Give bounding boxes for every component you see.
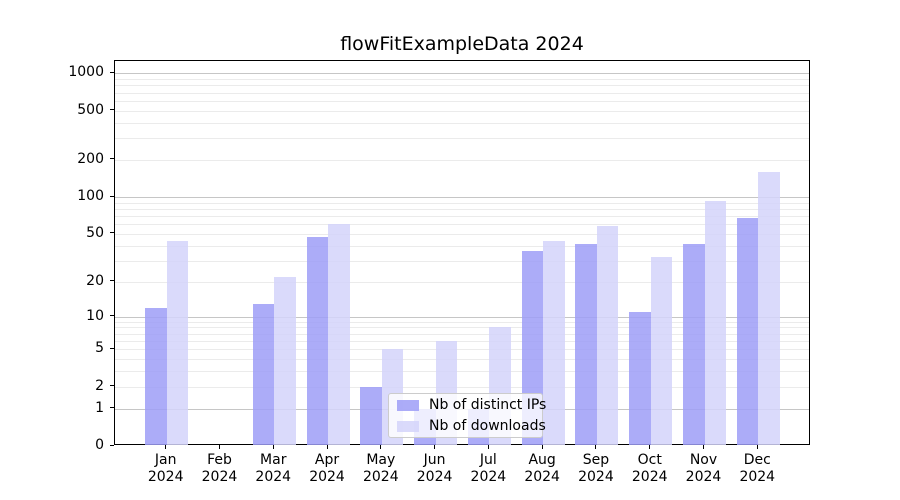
y-tick-label: 1 — [95, 399, 104, 416]
x-tick-mark — [380, 445, 382, 449]
gridline-minor — [115, 110, 809, 112]
bar-ips-nov — [683, 244, 705, 445]
plot-area — [114, 60, 810, 445]
legend-label-distinct-ips: Nb of distinct IPs — [429, 397, 547, 413]
gridline-minor — [115, 208, 809, 210]
x-tick-label: Feb 2024 — [201, 452, 238, 485]
legend-swatch-distinct-ips — [397, 399, 419, 411]
x-tick-label: Nov 2024 — [685, 452, 722, 485]
bar-downloads-apr — [328, 224, 350, 445]
bar-downloads-mar — [274, 276, 296, 445]
gridline-minor — [115, 281, 809, 283]
gridline-minor — [115, 359, 809, 361]
x-tick-label: Jul 2024 — [470, 452, 507, 485]
gridline-minor — [115, 202, 809, 204]
gridline-minor — [115, 138, 809, 140]
y-tick-mark — [110, 444, 114, 446]
bar-ips-apr — [306, 237, 329, 445]
bar-ips-oct — [629, 311, 651, 445]
y-tick-mark — [110, 109, 114, 111]
legend-row-distinct-ips: Nb of distinct IPs — [397, 397, 546, 413]
y-tick-mark — [110, 315, 114, 317]
gridline-minor — [115, 327, 809, 329]
x-tick-mark — [272, 445, 274, 449]
gridline-minor — [115, 92, 809, 94]
x-tick-mark — [218, 445, 220, 449]
bar-ips-jan — [145, 307, 167, 445]
y-tick-mark — [110, 232, 114, 234]
gridline-minor — [115, 341, 809, 343]
y-tick-mark — [110, 280, 114, 282]
y-tick-mark — [110, 158, 114, 160]
gridline-minor — [115, 260, 809, 262]
gridline-major — [115, 197, 809, 199]
gridline-minor — [115, 321, 809, 323]
gridline-minor — [115, 233, 809, 235]
x-tick-mark — [703, 445, 704, 449]
y-tick-label: 20 — [86, 272, 104, 289]
y-tick-label: 10 — [86, 307, 104, 324]
y-tick-label: 5 — [95, 340, 104, 357]
y-tick-mark — [110, 195, 114, 197]
bar-downloads-jan — [166, 240, 189, 445]
gridline-minor — [115, 371, 809, 373]
bar-ips-mar — [252, 303, 275, 445]
y-tick-label: 200 — [77, 150, 104, 167]
x-tick-label: Dec 2024 — [739, 452, 776, 485]
gridline-minor — [115, 159, 809, 161]
chart-title: flowFitExampleData 2024 — [340, 33, 584, 55]
y-tick-label: 1000 — [68, 64, 104, 81]
bar-ips-sep — [575, 244, 597, 445]
gridline-minor — [115, 333, 809, 335]
gridline-minor — [115, 100, 809, 102]
y-tick-label: 100 — [77, 188, 104, 205]
x-tick-label: Aug 2024 — [524, 452, 560, 485]
y-tick-label: 0 — [95, 437, 104, 453]
bar-downloads-sep — [596, 226, 619, 445]
legend: Nb of distinct IPs Nb of downloads — [388, 393, 546, 438]
gridline-minor — [115, 122, 809, 124]
y-tick-mark — [110, 407, 114, 409]
x-tick-mark — [434, 445, 436, 449]
y-tick-mark — [110, 347, 114, 349]
x-tick-label: May 2024 — [362, 452, 399, 485]
x-tick-label: Apr 2024 — [309, 452, 345, 485]
legend-swatch-downloads — [397, 420, 419, 432]
y-tick-mark — [110, 385, 114, 387]
bar-downloads-dec — [758, 171, 780, 445]
x-tick-label: Oct 2024 — [631, 452, 668, 485]
bar-ips-may — [360, 386, 382, 445]
gridline-minor — [115, 79, 809, 81]
bar-downloads-oct — [650, 257, 673, 445]
x-tick-mark — [487, 445, 489, 449]
y-tick-mark — [110, 71, 114, 73]
gridline-minor — [115, 386, 809, 388]
y-tick-label: 500 — [77, 101, 104, 118]
gridline-minor — [115, 85, 809, 87]
gridline-major — [115, 73, 809, 75]
bar-ips-dec — [736, 217, 759, 445]
gridline-minor — [115, 245, 809, 247]
x-tick-label: Jun 2024 — [416, 452, 453, 485]
gridline-minor — [115, 224, 809, 226]
gridline-major — [115, 316, 809, 318]
gridline-minor — [115, 216, 809, 218]
legend-row-downloads: Nb of downloads — [397, 418, 546, 434]
x-tick-mark — [649, 445, 651, 449]
x-tick-mark — [541, 445, 543, 449]
x-tick-label: Jan 2024 — [147, 452, 184, 485]
y-tick-label: 2 — [95, 377, 104, 394]
bar-downloads-nov — [704, 200, 726, 445]
x-tick-mark — [756, 445, 758, 449]
x-tick-mark — [326, 445, 328, 449]
x-tick-mark — [595, 445, 597, 449]
gridline-minor — [115, 349, 809, 351]
x-tick-label: Sep 2024 — [578, 452, 614, 485]
y-tick-label: 50 — [86, 224, 104, 241]
bar-downloads-aug — [543, 240, 565, 445]
x-tick-mark — [165, 445, 167, 449]
legend-label-downloads: Nb of downloads — [429, 418, 546, 434]
x-tick-label: Mar 2024 — [255, 452, 292, 485]
